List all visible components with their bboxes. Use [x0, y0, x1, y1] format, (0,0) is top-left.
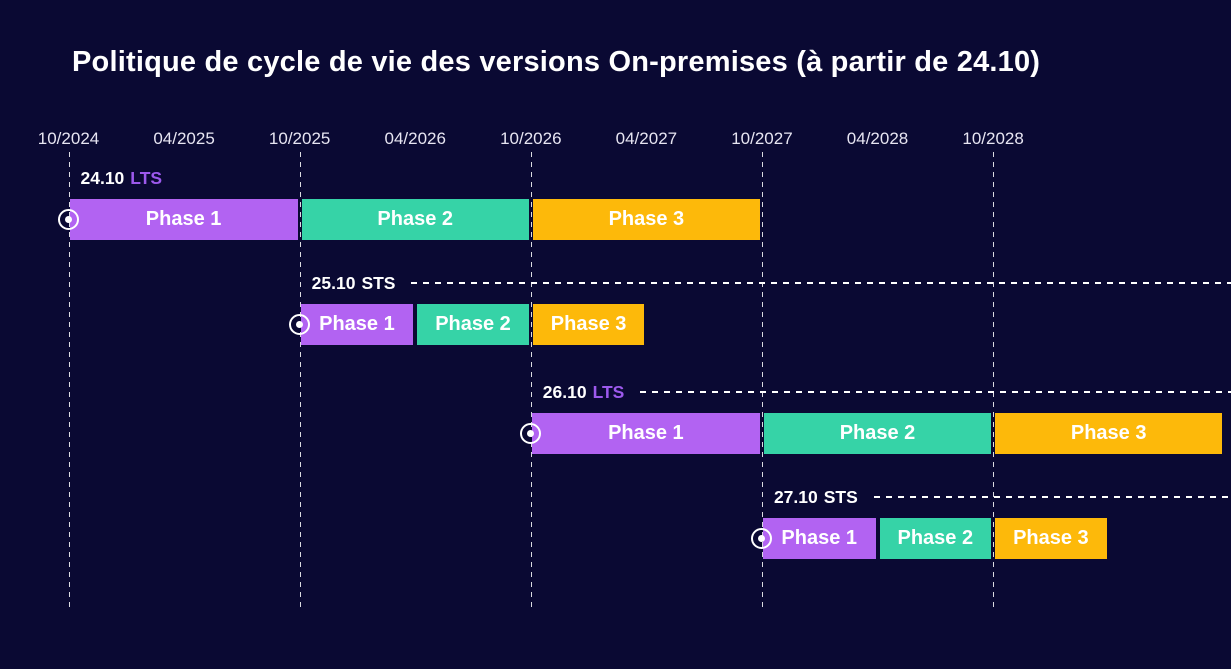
- phase-bar-26-10-phase-2: Phase 2: [763, 413, 992, 454]
- gridline-10-2025: [299, 152, 301, 612]
- phase-bar-27-10-phase-3: Phase 3: [995, 518, 1107, 559]
- axis-tick-04-2028: 04/2028: [846, 129, 909, 148]
- phase-bar-26-10-phase-3: Phase 3: [995, 413, 1223, 454]
- phase-bar-24-10-phase-2: Phase 2: [301, 199, 529, 240]
- gridline-10-2028: [993, 152, 995, 612]
- label-dashline: [873, 496, 1231, 498]
- release-start-marker-24-10: [58, 209, 79, 230]
- gridline-10-2024: [68, 152, 70, 612]
- version-number: 27.10: [773, 486, 818, 507]
- phase-bar-25-10-phase-3: Phase 3: [532, 304, 645, 345]
- marker-dot: [296, 321, 304, 328]
- marker-dot: [65, 216, 72, 223]
- phase-bar-24-10-phase-3: Phase 3: [532, 199, 760, 240]
- phase-bar-26-10-phase-1: Phase 1: [531, 413, 760, 454]
- release-type-label: LTS: [592, 381, 625, 402]
- axis-tick-10-2028: 10/2028: [962, 129, 1024, 148]
- label-dashline: [411, 282, 1231, 284]
- version-label-26-10: 26.10 LTS: [543, 382, 1231, 402]
- version-label-27-10: 27.10 STS: [774, 487, 1231, 507]
- marker-dot: [758, 535, 766, 542]
- release-start-marker-27-10: [751, 528, 773, 549]
- axis-tick-10-2025: 10/2025: [268, 129, 331, 148]
- release-type-label: STS: [361, 272, 396, 293]
- release-type-label: STS: [823, 486, 858, 507]
- axis-tick-04-2027: 04/2027: [615, 129, 678, 148]
- phase-bar-25-10-phase-1: Phase 1: [300, 304, 414, 345]
- chart-title: Politique de cycle de vie des versions O…: [72, 46, 1041, 78]
- phase-bar-25-10-phase-2: Phase 2: [417, 304, 529, 345]
- axis-tick-10-2027: 10/2027: [731, 129, 793, 148]
- axis-tick-10-2026: 10/2026: [500, 129, 562, 148]
- marker-dot: [527, 430, 535, 437]
- version-label-24-10: 24.10 LTS: [81, 168, 163, 188]
- release-type-label: LTS: [130, 167, 163, 188]
- label-dashline: [640, 391, 1231, 393]
- axis-tick-04-2025: 04/2025: [153, 129, 215, 148]
- version-number: 25.10: [311, 272, 356, 293]
- phase-bar-27-10-phase-2: Phase 2: [879, 518, 992, 559]
- version-label-25-10: 25.10 STS: [312, 273, 1231, 293]
- version-number: 24.10: [80, 167, 125, 188]
- version-number: 26.10: [542, 381, 587, 402]
- gridline-10-2026: [530, 152, 532, 612]
- release-start-marker-26-10: [520, 423, 542, 444]
- phase-bar-24-10-phase-1: Phase 1: [69, 199, 298, 240]
- release-start-marker-25-10: [289, 314, 311, 335]
- gridline-10-2027: [761, 152, 763, 612]
- phase-bar-27-10-phase-1: Phase 1: [762, 518, 876, 559]
- axis-tick-10-2024: 10/2024: [37, 129, 100, 148]
- axis-tick-04-2026: 04/2026: [384, 129, 446, 148]
